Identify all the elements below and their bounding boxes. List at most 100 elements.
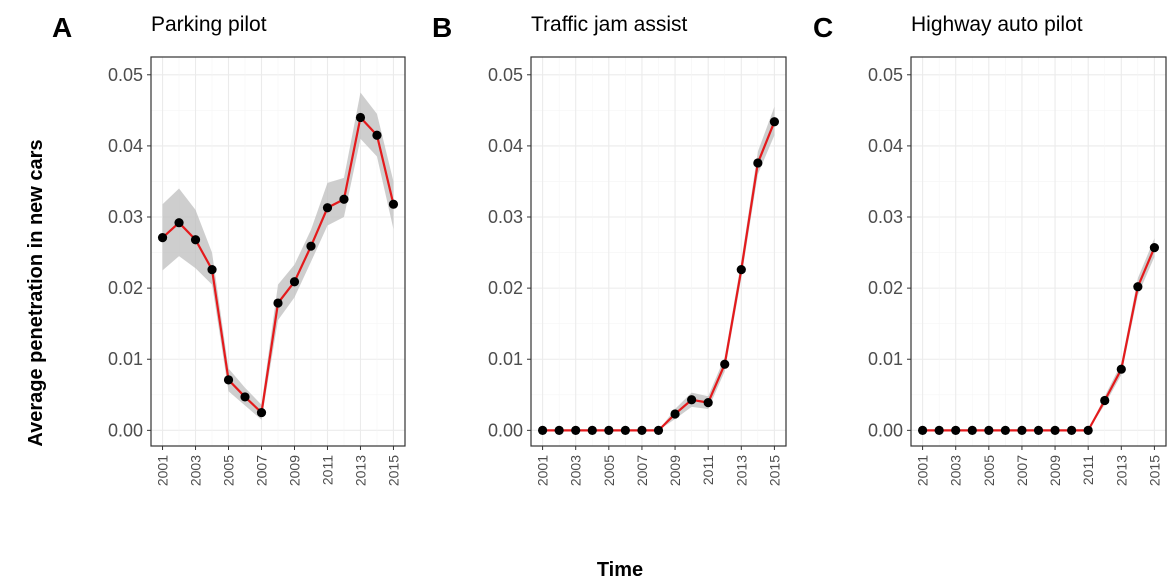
data-point [256,407,267,418]
y-tick-label: 0.03 [488,207,523,227]
data-point [720,359,730,369]
data-point [753,158,763,168]
panel-title: Traffic jam assist [531,13,688,36]
panel-letter: C [813,12,833,43]
data-point [604,425,614,435]
data-point [273,298,283,308]
x-tick-label: 2001 [535,455,551,486]
data-point [1050,425,1060,435]
data-point [637,425,647,435]
panel-c: C Highway auto pilot 0.00 0.01 0.02 0.03 0.04 0… [813,12,1167,486]
data-points [537,117,780,435]
x-tick-label: 2009 [667,455,683,486]
x-tick-label: 2005 [981,455,997,486]
data-point [1149,242,1160,253]
data-point [157,233,168,243]
data-point [587,425,597,435]
y-tick-label: 0.04 [488,136,523,156]
data-point [554,425,564,435]
data-point [207,265,217,275]
plot-frame [530,56,787,447]
plot-frame [150,56,406,447]
plot-frame [910,56,1167,447]
x-tick-label: 2005 [221,455,237,486]
y-tick-label: 0.03 [868,207,903,227]
data-points [917,242,1160,435]
y-tick-label: 0.01 [868,349,903,369]
x-tick-label: 2015 [385,455,401,486]
x-tick-label: 2015 [1146,455,1162,486]
y-tick-label: 0.04 [108,136,143,156]
y-tick-label: 0.05 [108,65,143,85]
panel-letter: B [432,12,452,43]
data-point [339,194,349,204]
panel-b: B Traffic jam assist 0.00 0.01 0.02 0.03 0.04 0… [432,12,787,486]
x-tick-label: 2001 [155,455,171,486]
y-tick-label: 0.05 [488,65,523,85]
data-point [687,395,697,405]
data-point [1116,364,1126,374]
confidence-ribbon [162,92,394,420]
y-tick-label: 0.01 [488,349,523,369]
x-tick-label: 2007 [1014,455,1030,486]
data-point [388,199,399,209]
x-tick-label: 2009 [286,455,302,486]
y-tick-label: 0.02 [488,278,523,298]
x-tick-label: 2003 [188,455,204,486]
panel-letter: A [52,12,72,43]
x-tick-label: 2003 [948,455,964,486]
x-tick-label: 2009 [1047,455,1063,486]
y-tick-label: 0.02 [868,278,903,298]
y-tick-label: 0.01 [108,349,143,369]
data-point [951,425,961,435]
x-tick-label: 2013 [733,455,749,486]
panel-a: A Parking pilot 0.00 0.01 0.02 0.03 0.04 0.05 20… [52,12,406,486]
y-tick-label: 0.00 [488,420,523,440]
x-tick-label: 2013 [352,455,368,486]
grid [151,57,405,446]
data-point [967,425,977,435]
data-point [223,375,234,385]
data-point [1133,282,1143,292]
x-tick-label: 2005 [601,455,617,486]
y-axis-title: Average penetration in new cars [25,139,47,446]
data-point [1083,425,1093,435]
x-tick-label: 2011 [1080,455,1096,485]
y-tick-label: 0.00 [108,420,143,440]
data-points [157,112,399,418]
x-tick-label: 2013 [1113,455,1129,486]
x-tick-label: 2003 [568,455,584,486]
data-point [984,425,994,435]
data-point [1067,425,1077,435]
panel-title: Parking pilot [151,13,267,36]
data-point [240,392,250,402]
y-tick-label: 0.00 [868,420,903,440]
data-point [934,425,944,435]
x-axis-title: Time [597,559,643,581]
data-point [1033,425,1044,435]
x-tick-label: 2011 [700,455,716,485]
y-tick-label: 0.02 [108,278,143,298]
data-point [736,265,746,275]
data-point [372,130,382,140]
x-tick-label: 2007 [634,455,650,486]
data-point [355,112,366,123]
data-point [703,398,713,408]
x-tick-label: 2007 [254,455,270,486]
data-point [322,203,333,213]
y-tick-label: 0.04 [868,136,903,156]
data-point [1100,395,1110,406]
y-tick-label: 0.03 [108,207,143,227]
data-point [1017,425,1027,435]
data-point [289,277,300,287]
data-point [917,425,928,435]
data-point [1000,425,1010,435]
data-point [670,409,680,419]
data-point [620,425,630,435]
data-point [537,425,548,435]
data-point [653,425,664,435]
data-point [190,235,201,245]
data-point [174,218,184,228]
data-point [769,117,780,127]
